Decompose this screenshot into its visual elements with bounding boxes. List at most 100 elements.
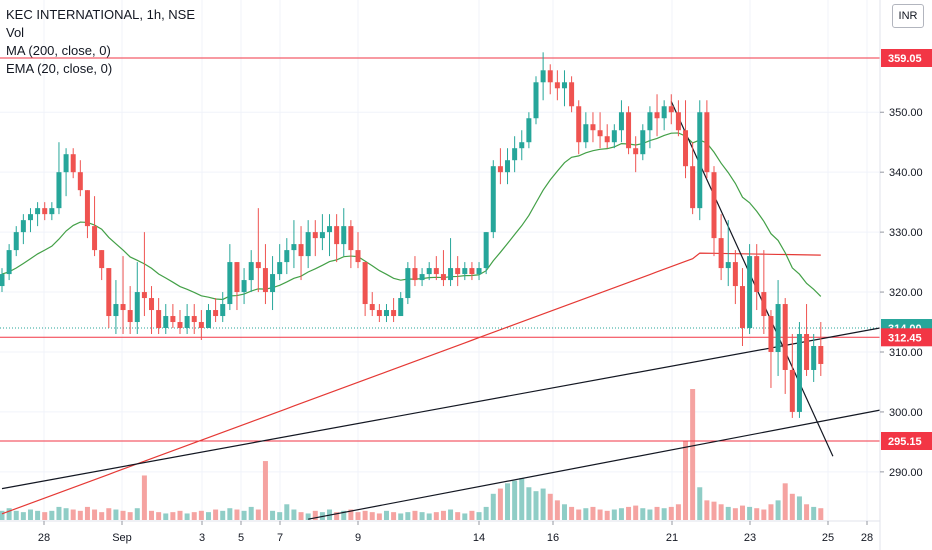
price-label-bg bbox=[881, 49, 932, 67]
candle-body bbox=[583, 124, 589, 143]
candle-body bbox=[149, 298, 155, 311]
volume-bar bbox=[804, 504, 810, 520]
candle bbox=[683, 100, 689, 179]
legend-ema: EMA (20, close, 0) bbox=[6, 61, 113, 76]
volume-bar bbox=[433, 512, 439, 520]
y-tick-label: 290.00 bbox=[889, 467, 923, 479]
candle-body bbox=[305, 232, 311, 257]
candle bbox=[747, 244, 753, 335]
candle bbox=[818, 322, 824, 376]
candle-body bbox=[455, 268, 461, 275]
volume-bar bbox=[298, 512, 304, 520]
volume-bar bbox=[149, 510, 155, 520]
volume-bar bbox=[77, 510, 83, 520]
candle-body bbox=[782, 304, 788, 370]
candle-body bbox=[49, 208, 55, 215]
candle bbox=[640, 124, 646, 161]
candle-body bbox=[505, 160, 511, 173]
volume-bar bbox=[106, 508, 112, 520]
candle-body bbox=[327, 226, 333, 233]
volume-bar bbox=[6, 508, 12, 520]
candle-body bbox=[348, 226, 354, 251]
candle bbox=[654, 94, 660, 137]
candle bbox=[519, 130, 525, 161]
volume-bar bbox=[448, 509, 454, 520]
candle bbox=[597, 112, 603, 149]
price-label: 359.05 bbox=[881, 49, 932, 67]
candle bbox=[576, 100, 582, 155]
candle-body bbox=[262, 268, 268, 293]
x-tick-label: 21 bbox=[666, 532, 678, 544]
volume-bar bbox=[84, 506, 90, 520]
x-tick-label: 16 bbox=[547, 532, 559, 544]
volume-bar bbox=[455, 512, 461, 520]
candle bbox=[27, 208, 33, 233]
price-label-text: 312.45 bbox=[888, 332, 922, 344]
candle-body bbox=[768, 316, 774, 352]
price-label-bg bbox=[881, 432, 932, 450]
candle bbox=[583, 112, 589, 149]
candle-body bbox=[355, 250, 361, 263]
candle bbox=[376, 304, 382, 323]
volume-bar bbox=[526, 487, 532, 520]
candle bbox=[561, 70, 567, 107]
volume-bar bbox=[547, 493, 553, 520]
candle bbox=[626, 106, 632, 155]
candles bbox=[0, 52, 824, 418]
volume-bar bbox=[234, 509, 240, 520]
candle bbox=[526, 112, 532, 149]
currency-button[interactable]: INR bbox=[892, 4, 924, 28]
candle-body bbox=[99, 250, 105, 269]
candle-body bbox=[554, 82, 560, 89]
volume-bar bbox=[391, 512, 397, 520]
candle-body bbox=[483, 232, 489, 269]
candle bbox=[49, 202, 55, 221]
candle bbox=[433, 256, 439, 281]
candle bbox=[440, 250, 446, 287]
volume-bar bbox=[590, 506, 596, 520]
volume-bar bbox=[405, 512, 411, 520]
volume-bar bbox=[134, 508, 140, 520]
volume-bar bbox=[35, 510, 41, 520]
volume-bar bbox=[668, 506, 674, 520]
candle bbox=[811, 334, 817, 382]
volume-bar bbox=[540, 488, 546, 520]
candle bbox=[661, 100, 667, 131]
candle-body bbox=[270, 274, 276, 293]
candle-body bbox=[156, 310, 162, 329]
candle bbox=[412, 256, 418, 287]
candle bbox=[711, 166, 717, 257]
volume-bar bbox=[811, 506, 817, 520]
volume-bar bbox=[476, 512, 482, 520]
candle bbox=[248, 250, 254, 293]
candle bbox=[56, 142, 62, 215]
candle bbox=[213, 298, 219, 323]
candle-body bbox=[0, 274, 5, 287]
candle-body bbox=[761, 292, 767, 317]
candle-body bbox=[77, 172, 83, 191]
y-tick-label: 330.00 bbox=[889, 227, 923, 239]
volume-bar bbox=[426, 513, 432, 520]
candle bbox=[255, 208, 261, 293]
volume-bar bbox=[184, 513, 190, 520]
candle-body bbox=[405, 268, 411, 299]
volume-bar bbox=[554, 500, 560, 520]
candle bbox=[298, 226, 304, 281]
volume-bar bbox=[305, 513, 311, 520]
volume-bar bbox=[13, 510, 19, 520]
candle bbox=[547, 64, 553, 95]
candle-body bbox=[675, 112, 681, 131]
candle-body bbox=[205, 310, 211, 329]
candle bbox=[305, 220, 311, 269]
candle-body bbox=[241, 280, 247, 293]
volume-bar bbox=[369, 512, 375, 520]
candle-body bbox=[198, 322, 204, 329]
y-tick-label: 340.00 bbox=[889, 167, 923, 179]
candle-body bbox=[134, 292, 140, 323]
candle-body bbox=[668, 106, 674, 113]
candle bbox=[284, 238, 290, 275]
candle-body bbox=[718, 238, 724, 269]
volume-bar bbox=[156, 512, 162, 520]
